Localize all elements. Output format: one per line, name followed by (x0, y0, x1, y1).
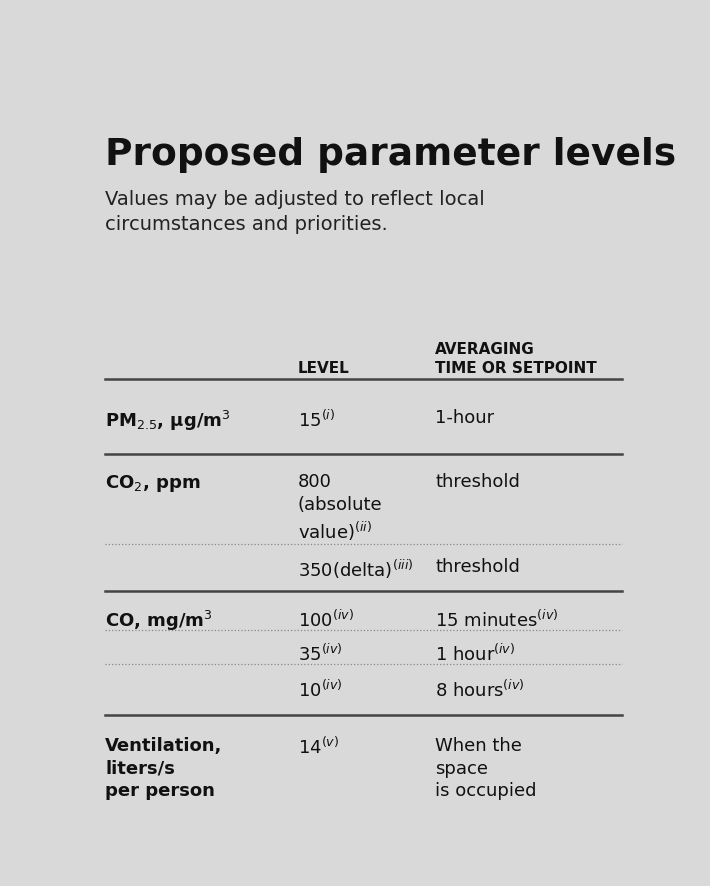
Text: When the
space
is occupied: When the space is occupied (435, 736, 537, 800)
Text: Values may be adjusted to reflect local
circumstances and priorities.: Values may be adjusted to reflect local … (105, 190, 485, 234)
Text: LEVEL: LEVEL (298, 361, 349, 376)
Text: AVERAGING
TIME OR SETPOINT: AVERAGING TIME OR SETPOINT (435, 342, 597, 376)
Text: 14$^{(v)}$: 14$^{(v)}$ (298, 736, 339, 758)
Text: 350(delta)$^{(iii)}$: 350(delta)$^{(iii)}$ (298, 558, 413, 581)
Text: 15$^{(i)}$: 15$^{(i)}$ (298, 409, 335, 431)
Text: threshold: threshold (435, 472, 520, 491)
Text: 100$^{(iv)}$: 100$^{(iv)}$ (298, 609, 354, 630)
Text: Ventilation,
liters/s
per person: Ventilation, liters/s per person (105, 736, 223, 800)
Text: 1 hour$^{(iv)}$: 1 hour$^{(iv)}$ (435, 643, 515, 664)
Text: 10$^{(iv)}$: 10$^{(iv)}$ (298, 680, 343, 701)
Text: CO, mg/m$^3$: CO, mg/m$^3$ (105, 609, 213, 633)
Text: 15 minutes$^{(iv)}$: 15 minutes$^{(iv)}$ (435, 609, 559, 630)
Text: 8 hours$^{(iv)}$: 8 hours$^{(iv)}$ (435, 680, 525, 701)
Text: threshold: threshold (435, 558, 520, 576)
Text: CO$_2$, ppm: CO$_2$, ppm (105, 472, 201, 494)
Text: 800
(absolute
value)$^{(ii)}$: 800 (absolute value)$^{(ii)}$ (298, 472, 383, 543)
Text: 1-hour: 1-hour (435, 409, 495, 427)
Text: 35$^{(iv)}$: 35$^{(iv)}$ (298, 643, 343, 664)
Text: Proposed parameter levels: Proposed parameter levels (105, 137, 677, 173)
Text: PM$_{2.5}$, μg/m$^3$: PM$_{2.5}$, μg/m$^3$ (105, 409, 231, 433)
